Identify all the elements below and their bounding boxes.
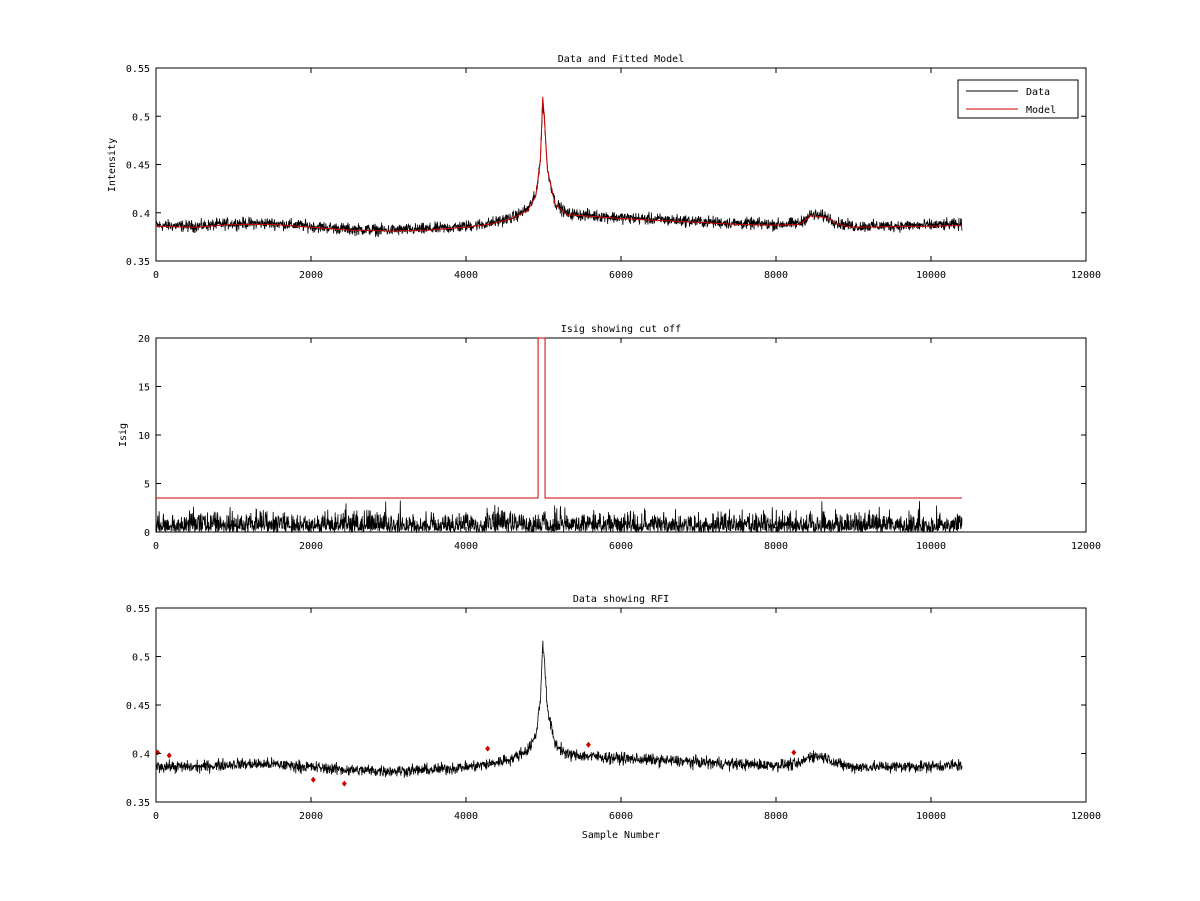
x-tick-label: 6000 [609, 811, 633, 822]
x-tick-label: 8000 [764, 811, 788, 822]
plot-layer [155, 640, 963, 787]
legend-label-data: Data [1026, 87, 1050, 98]
x-tick-label: 4000 [454, 541, 478, 552]
x-tick-label: 2000 [299, 541, 323, 552]
panel-data-showing-rfi: 0 2000 4000 6000 8000 10000 12000 0.35 0.4 0.45 0.… [126, 594, 1101, 841]
y-tick-label: 0.45 [126, 161, 150, 172]
y-tick-label: 15 [138, 383, 150, 394]
x-tick-label: 10000 [916, 811, 946, 822]
x-tick-label: 2000 [299, 270, 323, 281]
legend-label-model: Model [1026, 105, 1056, 116]
plot-layer [155, 337, 963, 534]
legend-box [957, 79, 1079, 119]
rfi-marker [791, 749, 797, 756]
x-tick-label: 10000 [916, 270, 946, 281]
x-tick-label: 6000 [609, 541, 633, 552]
x-tick-label: 4000 [454, 270, 478, 281]
y-tick-label: 0.5 [132, 653, 150, 664]
legend: Data Model [957, 79, 1079, 119]
y-axis-label: Isig [118, 423, 129, 447]
series-line [155, 500, 963, 534]
rfi-marker [341, 780, 347, 787]
x-tick-label: 12000 [1071, 270, 1101, 281]
x-tick-label: 12000 [1071, 811, 1101, 822]
series-line [155, 96, 963, 232]
rfi-marker [155, 749, 161, 756]
plot-layer [155, 96, 963, 238]
x-tick-label: 8000 [764, 541, 788, 552]
x-tick-label: 8000 [764, 270, 788, 281]
x-tick-label: 6000 [609, 270, 633, 281]
x-tick-label: 12000 [1071, 541, 1101, 552]
y-tick-label: 0.35 [126, 798, 150, 809]
series-line [155, 102, 963, 238]
y-tick-label: 10 [138, 431, 150, 442]
tick-layer: 0 2000 4000 6000 8000 10000 12000 0.35 0.4 0.45 0.… [126, 604, 1101, 822]
series-line [155, 640, 963, 778]
y-tick-label: 0.45 [126, 701, 150, 712]
series-line [156, 337, 962, 499]
panel-isig-cut-off: 0 2000 4000 6000 8000 10000 12000 0 5 10 15 20 Isig… [118, 324, 1101, 552]
chart-title: Data showing RFI [573, 594, 669, 605]
x-tick-label: 4000 [454, 811, 478, 822]
y-tick-label: 0.4 [132, 750, 150, 761]
axes-box [155, 67, 1087, 262]
axes-box [155, 337, 1087, 533]
y-axis-label: Intensity [107, 138, 118, 192]
rfi-marker [485, 745, 491, 752]
panel-data-and-fitted-model: 0 2000 4000 6000 8000 10000 12000 0.35 0.4 0.45 0.… [107, 54, 1101, 281]
rfi-marker [585, 741, 591, 748]
x-axis-label: Sample Number [582, 830, 660, 841]
y-tick-label: 5 [144, 480, 150, 491]
x-tick-label: 2000 [299, 811, 323, 822]
x-tick-label: 0 [153, 270, 159, 281]
y-tick-label: 0.5 [132, 112, 150, 123]
y-tick-label: 20 [138, 334, 150, 345]
x-tick-label: 10000 [916, 541, 946, 552]
y-tick-label: 0 [144, 528, 150, 539]
y-tick-label: 0.35 [126, 257, 150, 268]
rfi-marker [310, 776, 316, 783]
rfi-marker [166, 752, 172, 759]
chart-title: Isig showing cut off [561, 324, 681, 335]
chart-title: Data and Fitted Model [558, 54, 684, 65]
y-tick-label: 0.4 [132, 209, 150, 220]
y-tick-label: 0.55 [126, 64, 150, 75]
tick-layer: 0 2000 4000 6000 8000 10000 12000 0.35 0.4 0.45 0.… [126, 64, 1101, 281]
tick-layer: 0 2000 4000 6000 8000 10000 12000 0 5 10 15 20 [138, 334, 1101, 552]
x-tick-label: 0 [153, 811, 159, 822]
x-tick-label: 0 [153, 541, 159, 552]
y-tick-label: 0.55 [126, 604, 150, 615]
